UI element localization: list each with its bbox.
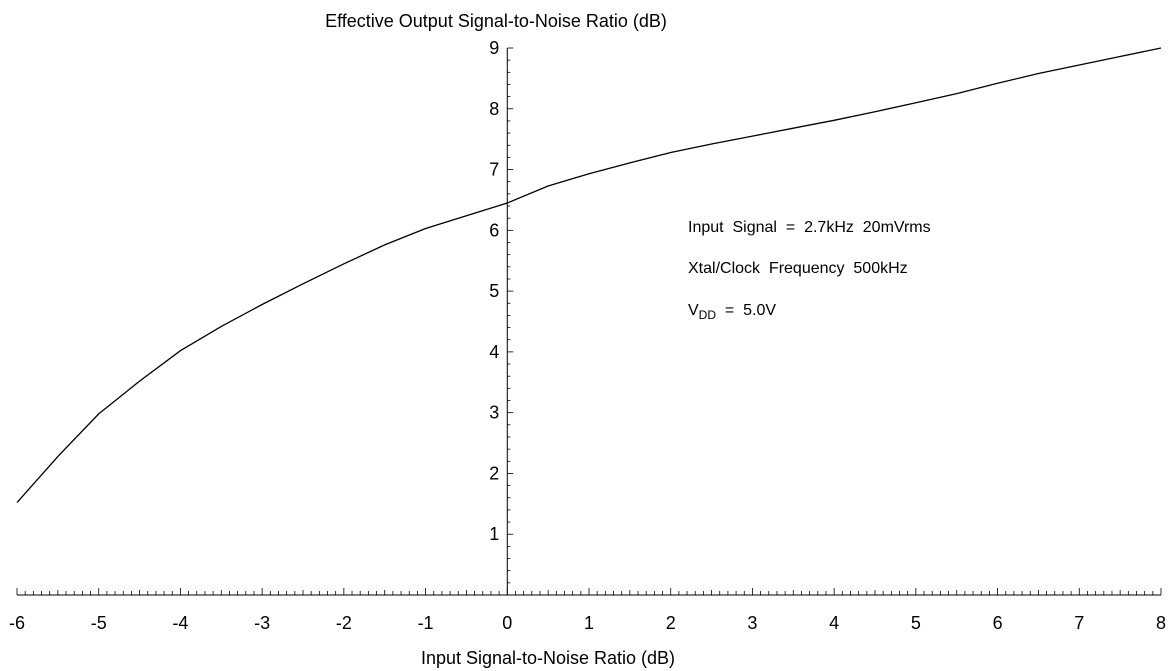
x-tick-label: 8 bbox=[1156, 613, 1166, 633]
x-tick-label: -4 bbox=[172, 613, 188, 633]
y-tick-label: 2 bbox=[489, 463, 499, 483]
series-line bbox=[16, 47, 1162, 504]
y-tick-label: 8 bbox=[489, 99, 499, 119]
x-tick-label: -1 bbox=[418, 613, 434, 633]
x-tick-label: 0 bbox=[502, 613, 512, 633]
x-axis-label: Input Signal-to-Noise Ratio (dB) bbox=[421, 648, 675, 668]
y-tick-label: 3 bbox=[489, 403, 499, 423]
y-tick-label: 5 bbox=[489, 281, 499, 301]
x-tick-label: 6 bbox=[993, 613, 1003, 633]
x-tick-label: -3 bbox=[254, 613, 270, 633]
tick-labels: -6 -5 -4 -3 -2 -1 0 1 2 3 4 5 6 7 8 1 2 3 4 5 6 7 8 9 bbox=[9, 38, 1166, 633]
y-tick-label: 6 bbox=[489, 220, 499, 240]
annotation-vdd: VDD = 5.0V bbox=[688, 302, 776, 322]
x-tick-label: 4 bbox=[829, 613, 839, 633]
x-tick-label: 7 bbox=[1074, 613, 1084, 633]
annotation-box: Input Signal = 2.7kHz 20mVrms Xtal/Clock… bbox=[688, 219, 931, 322]
axes bbox=[17, 48, 1161, 596]
annotation-clock-frequency: Xtal/Clock Frequency 500kHz bbox=[688, 260, 908, 277]
y-tick-label: 1 bbox=[489, 524, 499, 544]
x-tick-label: 1 bbox=[584, 613, 594, 633]
x-tick-label: -5 bbox=[91, 613, 107, 633]
y-tick-label: 4 bbox=[489, 342, 499, 362]
x-tick-label: 3 bbox=[747, 613, 757, 633]
annotation-input-signal: Input Signal = 2.7kHz 20mVrms bbox=[688, 219, 931, 236]
x-tick-label: -6 bbox=[9, 613, 25, 633]
y-tick-label: 7 bbox=[489, 160, 499, 180]
vdd-base: V bbox=[688, 302, 699, 319]
x-tick-label: 5 bbox=[911, 613, 921, 633]
y-tick-label: 9 bbox=[489, 38, 499, 58]
ticks bbox=[16, 47, 1162, 595]
chart-title: Effective Output Signal-to-Noise Ratio (… bbox=[325, 11, 667, 31]
x-tick-label: 2 bbox=[666, 613, 676, 633]
vdd-value: = 5.0V bbox=[716, 302, 776, 319]
x-tick-label: -2 bbox=[336, 613, 352, 633]
vdd-subscript: DD bbox=[699, 308, 717, 322]
